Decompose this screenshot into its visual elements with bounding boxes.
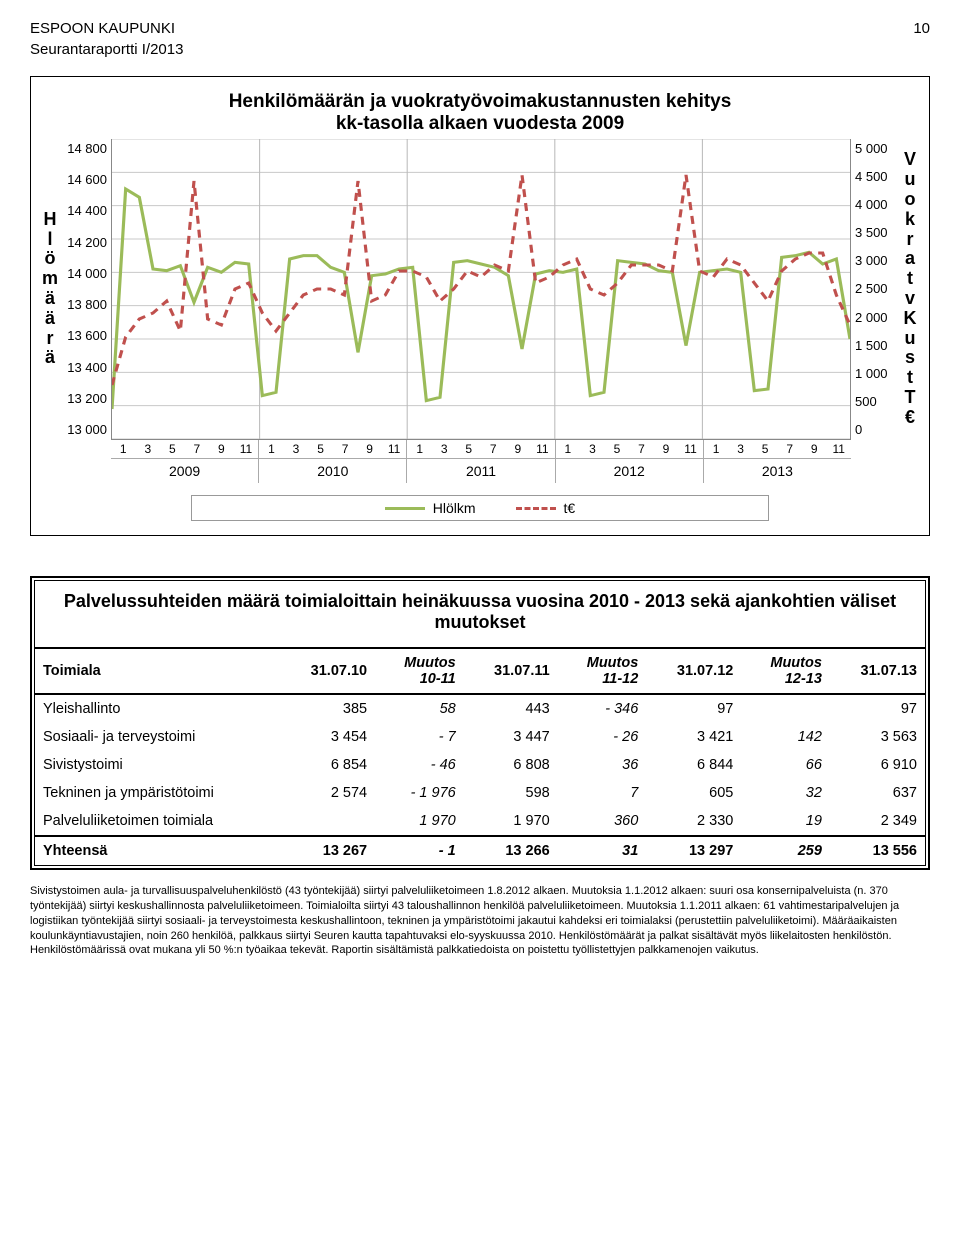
y-tick-left: 14 000: [63, 266, 107, 281]
legend-label: t€: [564, 500, 576, 516]
x-tick-month: 9: [357, 440, 382, 458]
x-tick-month: 3: [432, 440, 457, 458]
x-tick-month: 5: [308, 440, 333, 458]
chart-series-Hlölkm: [112, 189, 850, 409]
y-tick-left: 14 200: [63, 235, 107, 250]
y-ticks-left: 14 800 14 600 14 400 14 200 14 000 13 800 13 6…: [59, 139, 111, 439]
data-table: Toimiala 31.07.10 Muutos10-11 31.07.11 M…: [35, 647, 925, 865]
table-row: Sivistystoimi6 854- 466 808366 844666 91…: [35, 751, 925, 779]
x-tick-month: 5: [753, 440, 778, 458]
report-subtitle: Seurantaraportti I/2013: [30, 41, 930, 58]
x-tick-month: 5: [605, 440, 630, 458]
legend-item-hlolkm: Hlölkm: [385, 500, 476, 516]
y-tick-left: 13 400: [63, 360, 107, 375]
col-muutos-1213: Muutos12-13: [741, 648, 830, 694]
x-tick-month: 7: [185, 440, 210, 458]
legend-line-solid: [385, 507, 425, 510]
data-table-container: Palvelussuhteiden määrä toimialoittain h…: [30, 576, 930, 870]
x-tick-year: 2010: [258, 459, 406, 483]
table-row: Palveluliiketoimen toimiala1 9701 970360…: [35, 807, 925, 836]
x-tick-month: 11: [530, 440, 555, 458]
x-tick-month: 7: [777, 440, 802, 458]
chart-container: Henkilömäärän ja vuokratyövoimakustannus…: [30, 76, 930, 536]
y-tick-right: 3 500: [855, 225, 891, 240]
x-tick-month: 3: [580, 440, 605, 458]
y-tick-left: 13 200: [63, 391, 107, 406]
x-tick-year: 2013: [703, 459, 851, 483]
legend-item-te: t€: [516, 500, 576, 516]
col-muutos-1011: Muutos10-11: [375, 648, 464, 694]
x-tick-month: 1: [556, 440, 581, 458]
y-tick-left: 13 800: [63, 297, 107, 312]
x-tick-month: 7: [333, 440, 358, 458]
y-tick-right: 2 500: [855, 281, 891, 296]
x-tick-month: 11: [382, 440, 407, 458]
x-axis: 13579111357911135791113579111357911 2009…: [111, 439, 851, 483]
x-tick-month: 1: [407, 440, 432, 458]
chart-title: Henkilömäärän ja vuokratyövoimakustannus…: [41, 91, 919, 135]
y-tick-right: 500: [855, 394, 891, 409]
y-tick-left: 14 800: [63, 141, 107, 156]
table-row: Tekninen ja ympäristötoimi2 574- 1 97659…: [35, 779, 925, 807]
x-tick-month: 11: [826, 440, 851, 458]
y-tick-left: 14 600: [63, 172, 107, 187]
y-axis-left-label: Hlömäärä: [41, 139, 59, 439]
y-tick-left: 13 600: [63, 328, 107, 343]
y-tick-left: 14 400: [63, 203, 107, 218]
table-title: Palvelussuhteiden määrä toimialoittain h…: [35, 581, 925, 647]
y-tick-right: 1 500: [855, 338, 891, 353]
col-toimiala: Toimiala: [35, 648, 280, 694]
y-tick-right: 0: [855, 422, 891, 437]
col-3107-10: 31.07.10: [280, 648, 375, 694]
x-tick-month: 9: [654, 440, 679, 458]
x-tick-month: 9: [802, 440, 827, 458]
x-tick-month: 11: [678, 440, 703, 458]
y-ticks-right: 5 000 4 500 4 000 3 500 3 000 2 500 2 000 1 500…: [851, 139, 895, 439]
y-axis-right-label: Vuokratv Kust T€: [901, 139, 919, 439]
x-tick-month: 5: [456, 440, 481, 458]
y-tick-right: 5 000: [855, 141, 891, 156]
table-row: Yleishallinto38558443- 3469797: [35, 694, 925, 723]
x-tick-month: 5: [160, 440, 185, 458]
x-tick-month: 1: [259, 440, 284, 458]
y-tick-right: 4 000: [855, 197, 891, 212]
org-name: ESPOON KAUPUNKI: [30, 20, 175, 37]
x-tick-month: 9: [506, 440, 531, 458]
table-header-row: Toimiala 31.07.10 Muutos10-11 31.07.11 M…: [35, 648, 925, 694]
x-tick-month: 7: [629, 440, 654, 458]
col-muutos-1112: Muutos11-12: [558, 648, 647, 694]
footnote: Sivistystoimen aula- ja turvallisuuspalv…: [30, 884, 930, 958]
col-3107-13: 31.07.13: [830, 648, 925, 694]
y-tick-right: 3 000: [855, 253, 891, 268]
chart-series-t€: [112, 175, 850, 385]
x-tick-year: 2009: [111, 459, 258, 483]
col-3107-11: 31.07.11: [464, 648, 558, 694]
x-tick-month: 3: [136, 440, 161, 458]
y-tick-right: 1 000: [855, 366, 891, 381]
x-tick-month: 7: [481, 440, 506, 458]
y-tick-right: 2 000: [855, 310, 891, 325]
x-tick-year: 2012: [555, 459, 703, 483]
table-total-row: Yhteensä13 267- 113 2663113 29725913 556: [35, 836, 925, 865]
x-tick-month: 3: [284, 440, 309, 458]
x-tick-month: 11: [234, 440, 259, 458]
col-3107-12: 31.07.12: [646, 648, 741, 694]
chart-legend: Hlölkm t€: [191, 495, 769, 521]
y-tick-left: 13 000: [63, 422, 107, 437]
legend-label: Hlölkm: [433, 500, 476, 516]
y-tick-right: 4 500: [855, 169, 891, 184]
chart-plot: [111, 139, 851, 439]
x-tick-month: 9: [209, 440, 234, 458]
page-number: 10: [913, 20, 930, 37]
legend-line-dash: [516, 507, 556, 510]
x-tick-month: 1: [111, 440, 136, 458]
x-tick-year: 2011: [406, 459, 554, 483]
x-tick-month: 1: [704, 440, 729, 458]
page-header: ESPOON KAUPUNKI 10: [30, 20, 930, 37]
table-row: Sosiaali- ja terveystoimi3 454- 73 447- …: [35, 723, 925, 751]
x-tick-month: 3: [728, 440, 753, 458]
